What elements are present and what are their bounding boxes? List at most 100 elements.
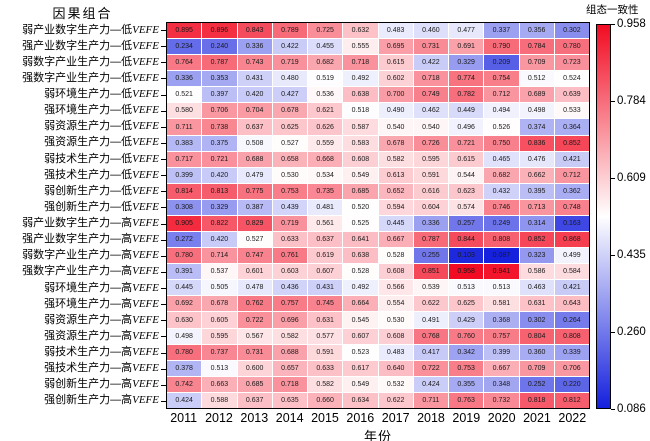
heatmap-cell: 0.545 (343, 312, 378, 328)
colorbar-tick (611, 24, 615, 25)
heatmap-cell: 0.360 (519, 344, 554, 360)
heatmap-cell: 0.490 (378, 103, 413, 119)
heatmap-cell: 0.257 (449, 215, 484, 232)
heatmap-cell: 0.745 (308, 296, 343, 312)
colorbar-tick-label: 0.435 (617, 248, 646, 261)
heatmap-cell: 0.460 (413, 23, 448, 39)
colorbar-tick-label: 0.086 (617, 403, 646, 415)
heatmap-cell: 0.431 (308, 280, 343, 296)
heatmap-cell: 0.528 (378, 248, 413, 264)
heatmap-cell: 0.524 (554, 71, 589, 87)
heatmap-cell: 0.692 (167, 296, 202, 312)
heatmap-cell: 0.559 (308, 135, 343, 151)
row-label: 弱产业数字生产力—低 VEFE (22, 23, 159, 36)
heatmap-cell: 0.431 (237, 71, 272, 87)
heatmap-cell: 0.427 (272, 87, 307, 103)
heatmap-cell: 0.637 (308, 232, 343, 248)
y-axis-tick (161, 239, 166, 241)
heatmap-cell: 0.445 (167, 280, 202, 296)
heatmap-cell: 0.582 (308, 376, 343, 392)
heatmap-cell: 0.595 (202, 328, 237, 344)
x-axis-title: 年份 (363, 429, 392, 441)
heatmap-cell: 0.709 (519, 55, 554, 71)
colorbar-tick (611, 409, 615, 410)
heatmap-cell: 0.383 (167, 135, 202, 151)
heatmap-cell: 0.103 (449, 248, 484, 264)
heatmap-cell: 0.750 (484, 135, 519, 151)
heatmap-cell: 0.355 (449, 376, 484, 392)
heatmap-cell: 0.528 (343, 264, 378, 280)
heatmap-cell: 0.784 (519, 39, 554, 55)
row-label: 弱产业数字生产力—高 VEFE (22, 217, 159, 230)
heatmap-cell: 0.520 (343, 199, 378, 215)
row-label: 强产业数字生产力—低 VEFE (22, 39, 159, 52)
heatmap-cell: 0.780 (554, 39, 589, 55)
heatmap-cell: 0.747 (237, 248, 272, 264)
y-axis-title: 因果组合 (52, 6, 113, 21)
heatmap-cell: 0.336 (237, 39, 272, 55)
heatmap-cell: 0.364 (554, 119, 589, 135)
heatmap-cell: 0.822 (202, 215, 237, 232)
heatmap-cell: 0.761 (272, 248, 307, 264)
heatmap-cell: 0.640 (378, 360, 413, 376)
heatmap-cell: 0.549 (343, 376, 378, 392)
heatmap-cell: 0.581 (484, 296, 519, 312)
heatmap-cell: 0.308 (167, 199, 202, 215)
y-axis-tick (161, 336, 166, 338)
heatmap-cell: 0.583 (343, 135, 378, 151)
heatmap-cell: 0.445 (378, 215, 413, 232)
heatmap-cell: 0.622 (413, 296, 448, 312)
heatmap-cell: 0.813 (202, 183, 237, 199)
x-tick-label: 2011 (170, 411, 198, 425)
heatmap-cell: 0.623 (449, 183, 484, 199)
heatmap-cell: 0.709 (519, 360, 554, 376)
heatmap-cell: 0.477 (449, 23, 484, 39)
heatmap-cell: 0.462 (413, 103, 448, 119)
heatmap-cell: 0.695 (378, 39, 413, 55)
heatmap-cell: 0.638 (343, 248, 378, 264)
heatmap-cell: 0.339 (554, 344, 589, 360)
heatmap-cell: 0.496 (449, 119, 484, 135)
heatmap-cell: 0.356 (519, 23, 554, 39)
y-axis-tick (161, 46, 166, 48)
heatmap-cell: 0.721 (202, 151, 237, 167)
heatmap-cell: 0.498 (519, 103, 554, 119)
y-axis-tick (161, 191, 166, 193)
heatmap-cell: 0.814 (167, 183, 202, 199)
row-label: 强数字产业生产力—低 VEFE (22, 71, 159, 84)
heatmap-cell: 0.896 (202, 23, 237, 39)
heatmap-cell: 0.540 (378, 119, 413, 135)
heatmap-cell: 0.732 (484, 392, 519, 408)
heatmap-cell: 0.513 (202, 360, 237, 376)
heatmap-cell: 0.607 (308, 264, 343, 280)
heatmap-cell: 0.342 (449, 344, 484, 360)
heatmap-cell: 0.722 (413, 360, 448, 376)
heatmap-cell: 0.544 (449, 167, 484, 183)
heatmap-cell: 0.209 (484, 55, 519, 71)
heatmap-cell: 0.420 (202, 232, 237, 248)
heatmap-cell: 0.639 (554, 87, 589, 103)
heatmap-cell: 0.662 (519, 167, 554, 183)
heatmap-cell: 0.691 (449, 39, 484, 55)
heatmap-cell: 0.264 (554, 312, 589, 328)
heatmap-cell: 0.518 (343, 103, 378, 119)
heatmap-cell: 0.787 (413, 232, 448, 248)
heatmap-cell: 0.719 (272, 55, 307, 71)
heatmap-cell: 0.395 (519, 183, 554, 199)
heatmap-cell: 0.566 (378, 280, 413, 296)
colorbar-tick-label: 0.958 (617, 18, 646, 30)
heatmap-cell: 0.163 (554, 215, 589, 232)
heatmap-cell: 0.718 (272, 376, 307, 392)
heatmap-cell: 0.632 (343, 23, 378, 39)
heatmap-cell: 0.782 (449, 87, 484, 103)
heatmap-cell: 0.530 (272, 167, 307, 183)
row-label: 弱资源生产力—低 VEFE (44, 120, 159, 133)
heatmap-cell: 0.595 (413, 151, 448, 167)
heatmap-cell: 0.780 (167, 248, 202, 264)
heatmap-cell: 0.421 (554, 280, 589, 296)
heatmap-cell: 0.717 (167, 151, 202, 167)
row-label: 弱创新生产力—高 VEFE (44, 378, 159, 391)
heatmap-cell: 0.420 (202, 167, 237, 183)
heatmap-cell: 0.378 (167, 360, 202, 376)
x-tick-label: 2016 (346, 411, 375, 425)
